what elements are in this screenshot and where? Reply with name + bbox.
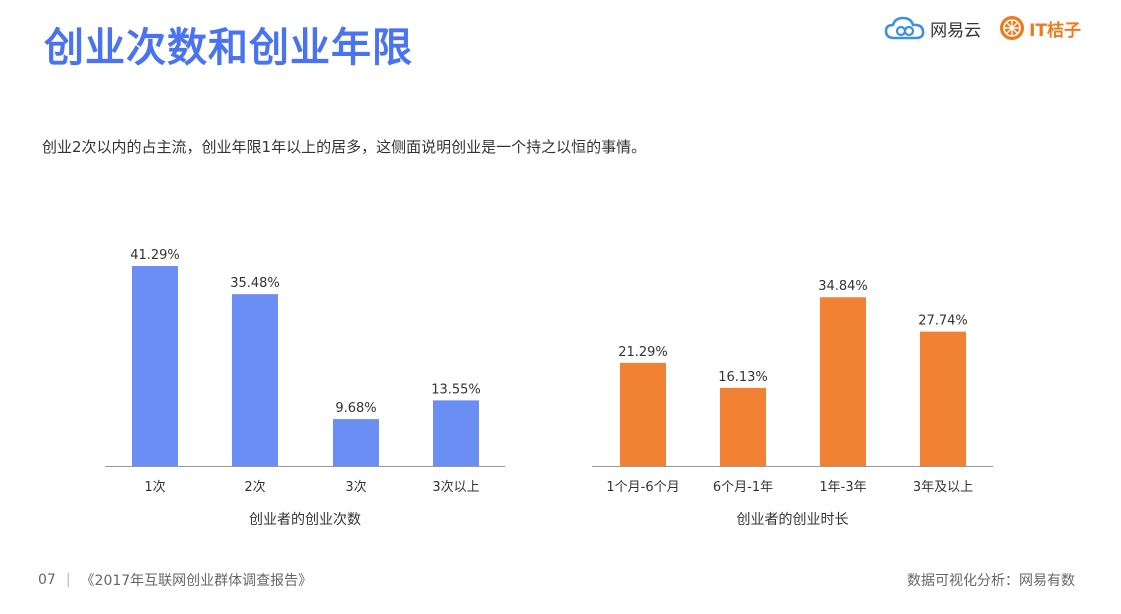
netease-logo-text: 网易云 xyxy=(930,20,982,41)
data-label: 41.29% xyxy=(130,248,180,263)
category-label: 3次 xyxy=(345,479,366,495)
category-label: 6个月-1年 xyxy=(713,480,773,495)
footer-divider: | xyxy=(65,572,71,588)
bar xyxy=(920,331,966,466)
report-name: 《2017年互联网创业群体调查报告》 xyxy=(80,573,313,589)
category-label: 2次 xyxy=(244,479,265,495)
cloud-icon xyxy=(884,16,925,40)
bar xyxy=(720,387,766,466)
data-label: 13.55% xyxy=(431,382,481,397)
bar xyxy=(132,266,178,466)
bar xyxy=(333,419,379,466)
data-label: 21.29% xyxy=(618,345,668,360)
data-label: 9.68% xyxy=(335,401,376,416)
category-label: 1年-3年 xyxy=(819,480,866,495)
data-source: 数据可视化分析：网易有数 xyxy=(907,573,1075,589)
bar xyxy=(820,297,866,466)
data-label: 35.48% xyxy=(230,276,280,291)
data-label: 16.13% xyxy=(718,370,768,385)
category-label: 1次 xyxy=(144,479,165,495)
page-subtitle: 创业2次以内的占主流，创业年限1年以上的居多，这侧面说明创业是一个持之以恒的事情… xyxy=(42,138,647,156)
page-number: 07 xyxy=(38,572,56,588)
category-label: 1个月-6个月 xyxy=(606,480,679,495)
category-label: 3次以上 xyxy=(432,479,479,495)
bar xyxy=(232,294,278,466)
itjuzi-logo: IT桔子 xyxy=(999,15,1081,41)
data-label: 34.84% xyxy=(818,279,868,294)
footer-left: 07 | 《2017年互联网创业群体调查报告》 xyxy=(38,570,312,590)
logo-area: 网易云 IT桔子 xyxy=(884,14,1081,42)
category-label: 3年及以上 xyxy=(913,480,973,495)
itjuzi-logo-text: IT桔子 xyxy=(1029,20,1081,41)
page-title: 创业次数和创业年限 xyxy=(44,25,413,71)
bar xyxy=(433,400,479,466)
chart-title: 创业者的创业次数 xyxy=(249,512,361,528)
chart-title: 创业者的创业时长 xyxy=(737,512,849,528)
netease-logo: 网易云 xyxy=(884,14,981,42)
data-label: 27.74% xyxy=(918,314,968,329)
orange-icon xyxy=(1000,16,1025,40)
bar xyxy=(620,362,666,466)
